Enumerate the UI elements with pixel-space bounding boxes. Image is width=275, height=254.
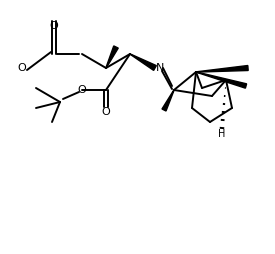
Text: O: O xyxy=(102,107,110,117)
Text: O: O xyxy=(78,85,86,95)
Text: O: O xyxy=(18,63,26,73)
Text: N: N xyxy=(156,63,164,73)
Polygon shape xyxy=(130,54,156,70)
Polygon shape xyxy=(196,72,247,88)
Polygon shape xyxy=(106,46,118,68)
Polygon shape xyxy=(162,90,174,111)
Text: H: H xyxy=(218,129,226,139)
Text: O: O xyxy=(50,21,58,31)
Polygon shape xyxy=(196,66,248,72)
